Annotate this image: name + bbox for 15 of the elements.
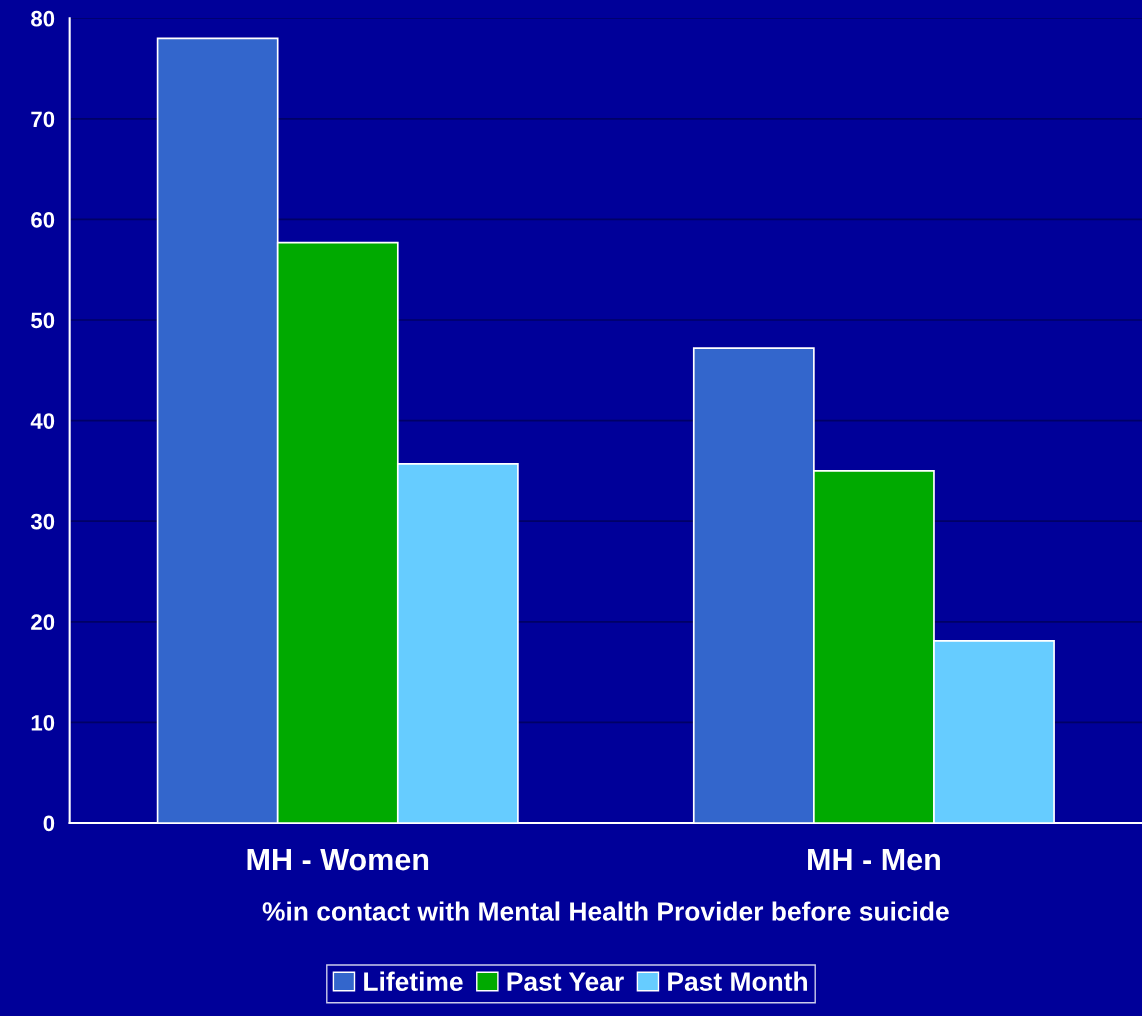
y-tick-label: 30 bbox=[30, 513, 55, 530]
y-tick-label: 50 bbox=[31, 312, 55, 329]
x-axis-title: %in contact with Mental Health Provider before suicide bbox=[262, 901, 949, 921]
y-tick-label: 70 bbox=[31, 111, 55, 128]
y-tick-label: 60 bbox=[31, 211, 55, 228]
legend-label: Past Year bbox=[507, 972, 624, 991]
y-tick-label: 80 bbox=[31, 10, 55, 27]
legend-label: Past Month bbox=[668, 971, 807, 991]
y-tick-label: 10 bbox=[31, 714, 55, 731]
y-tick-label: 0 bbox=[43, 815, 55, 832]
x-tick-label: MH - Men bbox=[808, 849, 940, 871]
legend-label: Lifetime bbox=[364, 971, 463, 991]
x-tick-label: MH - Women bbox=[247, 849, 429, 871]
y-tick-label: 40 bbox=[30, 413, 55, 429]
y-tick-label: 20 bbox=[31, 614, 55, 631]
